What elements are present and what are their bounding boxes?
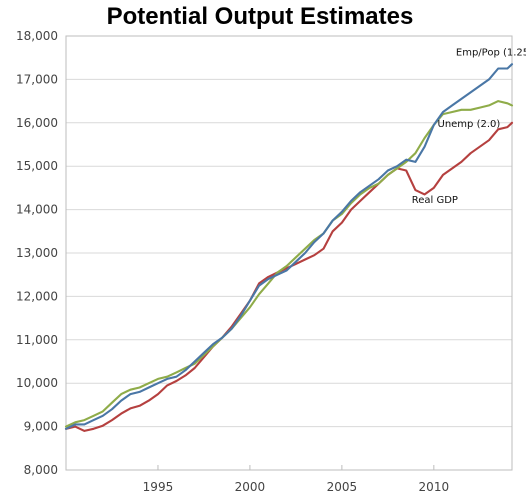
series-annotations: Real GDP Unemp (2.0) Emp/Pop (1.25): [412, 48, 526, 207]
x-tick-label: 2010: [419, 480, 450, 494]
series-line-unemp-2-0: [64, 100, 514, 428]
x-axis-ticks: 1995 2000 2005 2010: [143, 465, 449, 494]
x-tick-label: 2005: [327, 480, 358, 494]
plot-area-frame: [65, 35, 513, 471]
y-tick-label: 15,000: [16, 159, 58, 173]
y-tick-label: 14,000: [16, 203, 58, 217]
series-line-real-gdp: [64, 121, 514, 432]
series-lines: [64, 63, 514, 432]
series-line-emp-pop-1-25: [64, 63, 514, 430]
y-tick-label: 12,000: [16, 289, 58, 303]
x-tick-label: 2000: [235, 480, 266, 494]
y-tick-label: 11,000: [16, 333, 58, 347]
y-tick-label: 16,000: [16, 116, 58, 130]
y-tick-label: 8,000: [24, 463, 58, 477]
series-label: Unemp (2.0): [438, 119, 501, 130]
y-tick-label: 13,000: [16, 246, 58, 260]
chart-title: Potential Output Estimates: [107, 3, 414, 30]
y-axis-ticks: 8,000 9,000 10,000 11,000 12,000 13,000 14,000…: [16, 29, 58, 477]
y-tick-label: 18,000: [16, 29, 58, 43]
x-tick-label: 1995: [143, 480, 174, 494]
grid-lines: [66, 35, 512, 471]
y-tick-label: 9,000: [24, 420, 58, 434]
series-label: Real GDP: [412, 195, 458, 206]
y-tick-label: 10,000: [16, 376, 58, 390]
series-label: Emp/Pop (1.25): [456, 48, 526, 59]
y-tick-label: 17,000: [16, 72, 58, 86]
